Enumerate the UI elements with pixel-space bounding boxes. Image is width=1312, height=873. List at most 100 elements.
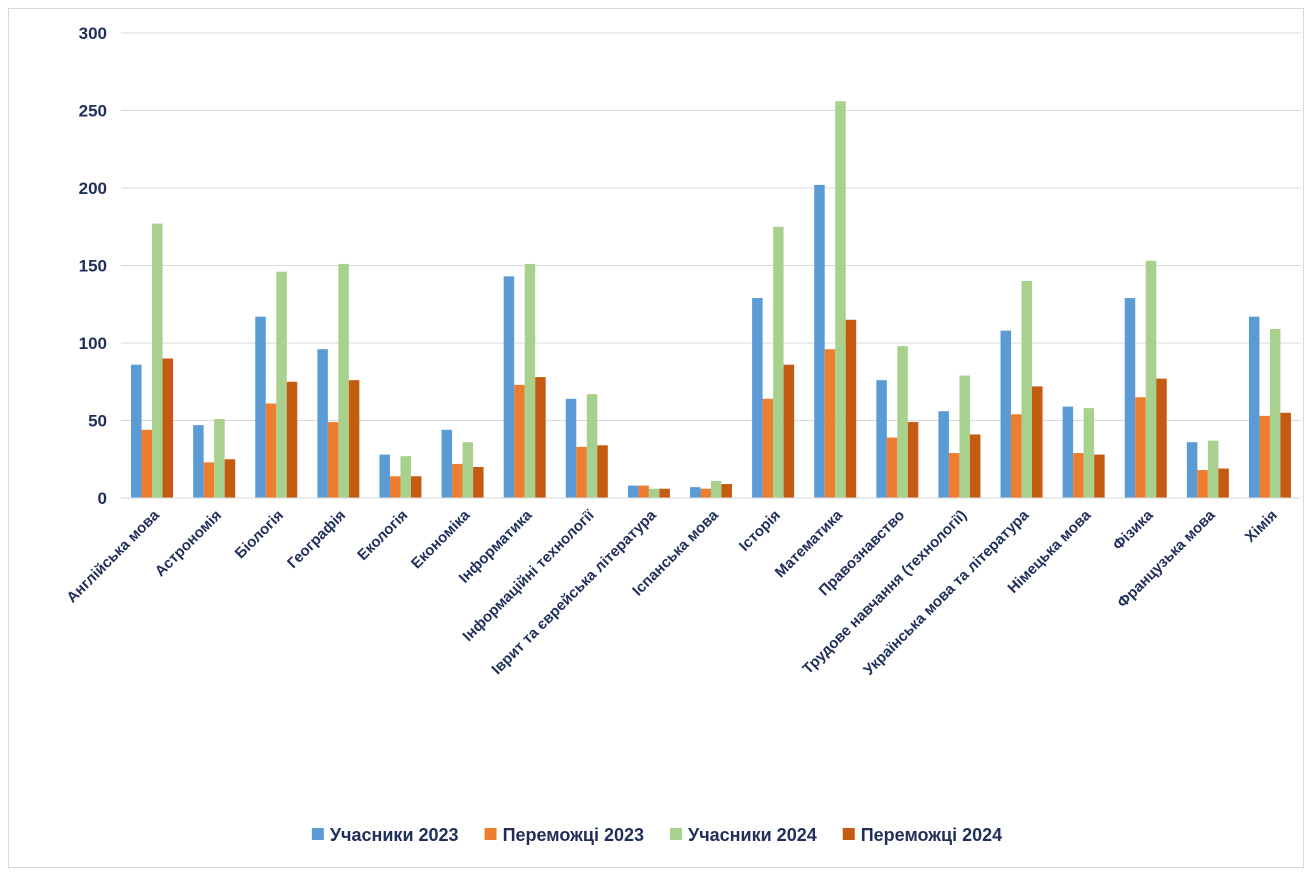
bar bbox=[1073, 453, 1084, 498]
bar bbox=[1062, 406, 1074, 498]
bars bbox=[131, 101, 1291, 498]
bar bbox=[638, 485, 649, 498]
bar bbox=[503, 276, 515, 498]
legend: Учасники 2023 Переможці 2023 Учасники 2024… bbox=[311, 825, 1002, 845]
legend-label: Учасники 2024 bbox=[688, 825, 817, 845]
bar bbox=[338, 263, 349, 498]
bar bbox=[141, 429, 153, 498]
bar bbox=[131, 364, 142, 498]
bar bbox=[814, 184, 825, 498]
bar bbox=[379, 454, 390, 498]
bar bbox=[1207, 440, 1219, 498]
bar bbox=[1094, 454, 1105, 498]
bar bbox=[721, 484, 732, 498]
bar bbox=[1124, 298, 1136, 498]
bar bbox=[1218, 468, 1229, 498]
bar bbox=[886, 437, 898, 498]
bar bbox=[1021, 281, 1033, 498]
category-label: Економіка bbox=[408, 506, 474, 572]
y-tick-label: 0 bbox=[98, 489, 107, 508]
bar bbox=[410, 476, 422, 498]
legend-swatch bbox=[842, 828, 855, 840]
category-label: Англійська мова bbox=[63, 506, 163, 606]
bar bbox=[845, 319, 857, 498]
bar bbox=[773, 226, 784, 498]
bar bbox=[1269, 329, 1281, 498]
bar bbox=[1280, 412, 1291, 498]
y-tick-label: 200 bbox=[79, 179, 107, 198]
grouped-bar-chart: 0 50 100 150 200 250 300 Англійська моваАстрон… bbox=[63, 24, 1301, 845]
category-label: Історія bbox=[736, 507, 784, 555]
bar bbox=[783, 364, 795, 498]
bar bbox=[824, 349, 836, 498]
category-label: Інформаційні технології bbox=[459, 506, 598, 645]
bar bbox=[565, 398, 577, 498]
y-tick-label: 300 bbox=[79, 24, 107, 43]
bar bbox=[969, 434, 981, 498]
bar bbox=[1000, 330, 1012, 498]
bar bbox=[514, 384, 525, 498]
y-tick-label: 100 bbox=[79, 334, 107, 353]
legend-label: Переможці 2023 bbox=[503, 825, 644, 845]
chart-frame: 0 50 100 150 200 250 300 Англійська мова Астрон… bbox=[8, 8, 1304, 868]
category-label: Біологія bbox=[232, 507, 287, 562]
bar bbox=[627, 485, 639, 498]
category-label: Хімія bbox=[1242, 507, 1281, 546]
legend-label: Учасники 2023 bbox=[330, 825, 459, 845]
bar bbox=[959, 375, 970, 498]
legend-swatch bbox=[670, 828, 682, 840]
bar bbox=[752, 298, 763, 498]
bar bbox=[897, 346, 908, 498]
bar bbox=[938, 411, 949, 498]
bar bbox=[317, 349, 328, 498]
y-tick-label: 150 bbox=[79, 257, 107, 276]
bar bbox=[1011, 414, 1022, 498]
bar bbox=[389, 476, 401, 498]
bar bbox=[276, 271, 287, 498]
bar bbox=[473, 467, 484, 498]
bar bbox=[162, 358, 174, 498]
category-label: Фізика bbox=[1110, 506, 1157, 553]
bar bbox=[586, 394, 598, 498]
bar bbox=[690, 487, 701, 498]
legend-label: Переможці 2024 bbox=[861, 825, 1002, 845]
bar bbox=[876, 380, 887, 498]
bar bbox=[535, 377, 546, 498]
bar bbox=[327, 422, 339, 498]
bar bbox=[700, 488, 711, 498]
bar bbox=[1145, 260, 1157, 498]
bar bbox=[762, 398, 774, 498]
bar bbox=[452, 463, 463, 498]
y-tick-label: 50 bbox=[88, 412, 107, 431]
bar bbox=[711, 480, 722, 498]
legend-swatch bbox=[484, 828, 497, 840]
legend-swatch bbox=[311, 828, 324, 840]
bar bbox=[576, 446, 587, 498]
category-label: Астрономія bbox=[152, 507, 225, 580]
bar bbox=[1197, 470, 1208, 498]
bar bbox=[1032, 386, 1043, 498]
bar bbox=[907, 422, 919, 498]
bar bbox=[462, 442, 474, 498]
bar bbox=[648, 488, 660, 498]
category-label: Географія bbox=[284, 507, 349, 572]
bar bbox=[597, 445, 608, 498]
bar bbox=[1156, 378, 1167, 498]
bar bbox=[659, 488, 670, 498]
bar bbox=[1186, 442, 1198, 498]
gridlines bbox=[121, 32, 1301, 421]
y-tick-label: 250 bbox=[79, 102, 107, 121]
bar bbox=[524, 263, 536, 498]
bar bbox=[400, 456, 411, 498]
bar bbox=[1135, 397, 1146, 498]
bar bbox=[152, 223, 163, 498]
bar bbox=[203, 462, 215, 498]
bar bbox=[224, 459, 236, 498]
bar bbox=[265, 403, 277, 498]
bar bbox=[193, 425, 204, 498]
bar bbox=[835, 101, 846, 498]
bar bbox=[1259, 415, 1270, 498]
bar bbox=[348, 380, 360, 498]
bar bbox=[948, 453, 960, 498]
